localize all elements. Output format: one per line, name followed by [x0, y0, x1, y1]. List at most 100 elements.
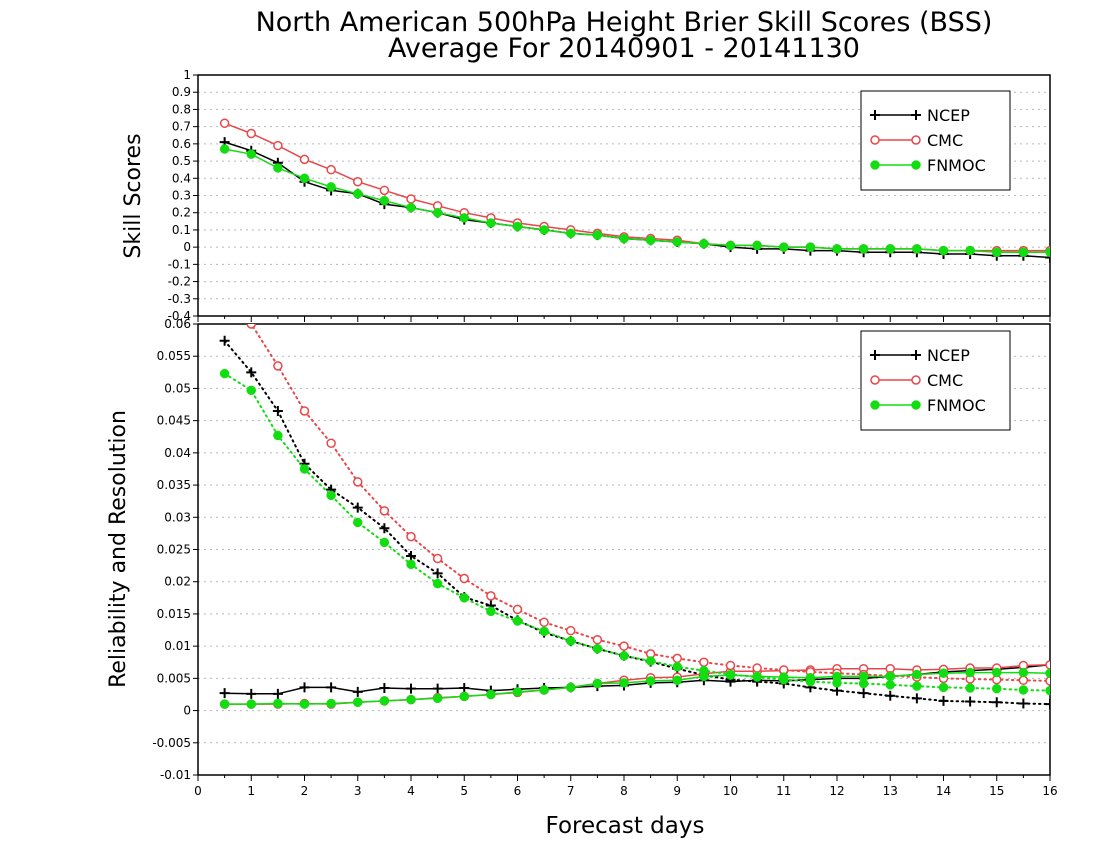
data-point-ncep [246, 367, 257, 378]
y-tick-label: 0.3 [172, 189, 191, 203]
y-tick-label: 0 [183, 240, 191, 254]
y-tick-label: 0.01 [164, 639, 191, 653]
y-tick-label: 0.9 [172, 85, 191, 99]
top-panel: -0.4 -0.3 -0.2 -0.1 0 0.1 0.2 0.3 0.4 0.5 0.6 0.7 0.… [168, 68, 1051, 323]
data-point-fnmoc [592, 230, 603, 240]
x-tick-label: 9 [673, 784, 681, 798]
y-tick-label: 0.06 [164, 317, 191, 331]
data-point-ncep [432, 683, 443, 694]
data-point-fnmoc [459, 691, 469, 702]
data-point-fnmoc [326, 490, 336, 501]
data-point-fnmoc [486, 218, 496, 228]
data-point-ncep [911, 693, 922, 704]
data-point-fnmoc [699, 665, 709, 676]
data-point-fnmoc [672, 662, 682, 672]
y-tick-label: 0 [183, 704, 191, 718]
data-point-fnmoc [1045, 685, 1050, 696]
data-point-ncep [272, 405, 283, 416]
chart-title-line2: Average For 20140901 - 20141130 [388, 33, 860, 64]
data-point-fnmoc [592, 643, 603, 654]
y-tick-label: 0.1 [172, 223, 191, 237]
y-tick-label: 1 [183, 68, 191, 82]
data-point-fnmoc [459, 593, 469, 603]
legend-marker-fnmoc [870, 400, 880, 410]
data-point-fnmoc [992, 683, 1002, 694]
data-point-fnmoc [858, 678, 869, 689]
y-tick-label: 0.05 [164, 381, 191, 395]
data-point-fnmoc [406, 694, 416, 705]
data-point-fnmoc [752, 672, 762, 682]
data-point-ncep [219, 335, 230, 346]
data-point-fnmoc [379, 537, 390, 548]
x-tick-label: 7 [567, 784, 575, 798]
data-point-fnmoc [938, 245, 949, 256]
data-point-fnmoc [912, 244, 922, 254]
data-point-ncep [1018, 698, 1029, 709]
data-point-fnmoc [1045, 668, 1050, 678]
data-point-ncep [272, 688, 283, 699]
y-tick-label: 0.005 [157, 671, 191, 685]
data-point-fnmoc [486, 689, 496, 700]
bottom-panel-ylabel: Reliability and Resolution [106, 410, 131, 688]
data-point-fnmoc [539, 685, 549, 695]
data-point-cmc [353, 176, 363, 187]
data-point-fnmoc [965, 245, 975, 256]
data-point-fnmoc [353, 189, 363, 199]
data-point-ncep [459, 683, 470, 694]
data-point-fnmoc [273, 698, 283, 709]
data-point-fnmoc [273, 163, 283, 173]
data-point-fnmoc [592, 678, 603, 689]
data-point-cmc [539, 617, 549, 628]
data-point-cmc [326, 164, 336, 175]
data-point-cmc [406, 194, 416, 204]
data-point-cmc [221, 307, 229, 315]
data-point-fnmoc [406, 202, 416, 213]
data-point-fnmoc [299, 464, 310, 474]
data-point-fnmoc [645, 676, 656, 686]
data-point-ncep [1045, 699, 1050, 710]
data-point-fnmoc [512, 221, 523, 232]
data-point-cmc [219, 118, 230, 128]
data-point-cmc [273, 140, 283, 151]
data-point-cmc [379, 185, 390, 196]
data-point-fnmoc [885, 244, 895, 254]
data-point-fnmoc [645, 235, 656, 246]
data-point-fnmoc [672, 675, 682, 686]
data-point-ncep [352, 502, 363, 513]
data-point-cmc [432, 553, 443, 564]
y-tick-label: 0.015 [157, 607, 191, 621]
data-point-cmc [486, 591, 496, 601]
legend-label-fnmoc: FNMOC [927, 156, 986, 175]
data-point-fnmoc [432, 207, 443, 218]
legend-label-fnmoc: FNMOC [927, 396, 986, 415]
data-point-fnmoc [832, 244, 842, 254]
data-point-fnmoc [219, 699, 230, 709]
data-point-ncep [246, 688, 257, 699]
legend-marker-ncep [870, 110, 880, 120]
x-tick-label: 6 [514, 784, 522, 798]
data-point-fnmoc [992, 247, 1002, 258]
data-point-cmc [326, 438, 336, 448]
data-point-cmc [299, 406, 310, 416]
data-point-fnmoc [353, 697, 363, 707]
data-point-fnmoc [619, 233, 629, 244]
data-point-fnmoc [459, 213, 469, 223]
data-point-fnmoc [432, 578, 443, 589]
data-point-fnmoc [912, 669, 922, 680]
x-tick-label: 10 [723, 784, 738, 798]
y-tick-label: 0.6 [172, 137, 191, 151]
data-point-fnmoc [965, 683, 975, 693]
data-point-cmc [566, 625, 576, 636]
data-point-cmc [725, 660, 736, 671]
data-point-fnmoc [805, 242, 816, 252]
data-point-fnmoc [566, 228, 576, 239]
data-point-ncep [326, 682, 337, 693]
data-point-ncep [965, 696, 976, 707]
y-tick-label: -0.2 [168, 275, 191, 289]
data-point-cmc [353, 477, 363, 487]
x-tick-label: 13 [883, 784, 898, 798]
data-point-fnmoc [219, 368, 230, 379]
data-point-ncep [432, 568, 443, 579]
data-point-fnmoc [326, 182, 336, 192]
data-point-fnmoc [326, 698, 336, 709]
